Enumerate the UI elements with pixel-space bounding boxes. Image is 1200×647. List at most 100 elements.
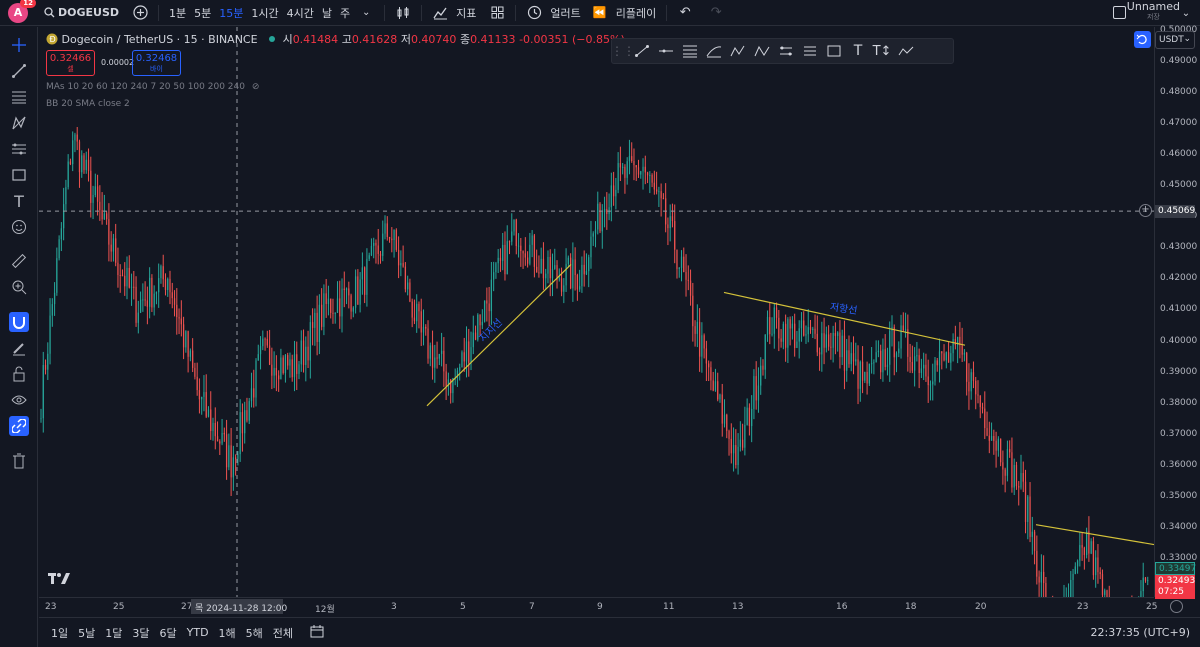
range-5d[interactable]: 5날	[78, 626, 96, 640]
candle-body	[117, 262, 119, 275]
goto-date-icon[interactable]	[310, 624, 324, 641]
candle-body	[336, 298, 339, 313]
interval-4h[interactable]: 4시간	[286, 6, 314, 20]
support-trendline	[426, 264, 572, 407]
candlestick-chart[interactable]	[39, 27, 1154, 597]
candle-body	[375, 242, 377, 246]
time-axis[interactable]: 23 25 27 12월 3 5 7 9 11 13 16 18 20 23 25	[39, 597, 1157, 616]
chevron-down-icon[interactable]: ⌄	[1181, 7, 1191, 19]
indicator-mas[interactable]: MAs 10 20 60 120 240 7 20 50 100 200 240…	[46, 82, 259, 92]
alert-clock-icon[interactable]	[525, 4, 543, 22]
magnet-icon[interactable]	[9, 312, 29, 332]
text-icon[interactable]: T	[14, 191, 24, 211]
layout-name[interactable]: Unnamed 저장	[1127, 1, 1180, 23]
price-tick: 0.41000	[1160, 304, 1198, 315]
auto-scale-icon[interactable]	[1134, 31, 1151, 48]
interval-5m[interactable]: 5분	[194, 6, 212, 20]
indicators-icon[interactable]	[431, 4, 449, 22]
interval-15m[interactable]: 15분	[219, 6, 244, 20]
eye-off-icon[interactable]: ⊘	[251, 82, 260, 92]
layout-checkbox-icon[interactable]	[1113, 6, 1126, 19]
price-axis[interactable]: 0.50000 0.49000 0.48000 0.47000 0.46000 0.450…	[1154, 25, 1200, 597]
candle-body	[588, 257, 590, 272]
candle-body	[755, 376, 757, 401]
time-tick: 3	[391, 602, 397, 612]
eye-icon[interactable]	[9, 390, 29, 410]
candle-body	[667, 224, 669, 229]
candle-body	[334, 312, 336, 314]
price-range-icon[interactable]	[798, 41, 822, 61]
compare-add-icon[interactable]	[131, 4, 149, 22]
buy-button[interactable]: 0.32468 바이	[132, 50, 181, 76]
currency-select[interactable]: USDT ⌄	[1155, 31, 1195, 49]
low-value: 0.40740	[410, 33, 457, 46]
zoom-icon[interactable]	[9, 277, 29, 297]
interval-1h[interactable]: 1시간	[251, 6, 279, 20]
parallel-channel-icon[interactable]	[678, 41, 702, 61]
range-3m[interactable]: 3달	[132, 626, 150, 640]
undo-icon[interactable]: ↶	[679, 5, 691, 20]
link-icon[interactable]	[9, 416, 29, 436]
redo-icon[interactable]: ↷	[710, 5, 722, 20]
horizontal-ray-icon[interactable]	[654, 41, 678, 61]
user-avatar[interactable]: A 12	[8, 0, 36, 23]
emoji-icon[interactable]	[9, 217, 29, 237]
crosshair-add-icon[interactable]: +	[1139, 204, 1152, 217]
candle-body	[723, 414, 726, 424]
trash-icon[interactable]	[9, 451, 29, 471]
chart-pane[interactable]	[39, 27, 1154, 597]
drag-handle-icon[interactable]: ⋮⋮	[611, 44, 635, 58]
interval-week[interactable]: 주	[340, 6, 351, 20]
xabcd-pattern-icon[interactable]	[726, 41, 750, 61]
trend-line-icon[interactable]	[9, 61, 29, 81]
drawing-mode-icon[interactable]	[9, 338, 29, 358]
rect-select-icon[interactable]	[822, 41, 846, 61]
clock-timezone[interactable]: 22:37:35 (UTC+9)	[1090, 626, 1190, 639]
date-range-icon[interactable]	[774, 41, 798, 61]
regression-icon[interactable]	[702, 41, 726, 61]
axis-settings-icon[interactable]	[1170, 600, 1183, 613]
text-anchor-icon[interactable]: T↕	[872, 43, 892, 59]
range-ytd[interactable]: YTD	[186, 626, 209, 639]
candle-body	[698, 321, 701, 357]
trend-line-tool-icon[interactable]	[630, 41, 654, 61]
time-tick: 25	[113, 602, 125, 612]
candle-body	[789, 319, 791, 329]
interval-day[interactable]: 날	[321, 6, 333, 20]
candle-body	[821, 333, 823, 355]
symbol-search[interactable]: DOGEUSD	[44, 6, 119, 19]
crosshair-icon[interactable]	[9, 35, 29, 55]
lock-icon[interactable]	[9, 364, 29, 384]
time-tick: 5	[460, 602, 466, 612]
candle-body	[859, 361, 861, 389]
forecast-icon[interactable]	[9, 139, 29, 159]
abcd-pattern-icon[interactable]	[750, 41, 774, 61]
range-all[interactable]: 전체	[272, 626, 294, 640]
replay-icon[interactable]: ⏪	[592, 6, 607, 19]
chevron-down-icon[interactable]: ⌄	[361, 7, 371, 18]
candle-style-icon[interactable]	[394, 4, 412, 22]
range-1y[interactable]: 1해	[218, 626, 236, 640]
candle-body	[110, 244, 112, 252]
indicators-button[interactable]: 지표	[456, 6, 477, 20]
range-6m[interactable]: 6달	[159, 626, 177, 640]
interval-1m[interactable]: 1분	[169, 6, 187, 20]
candle-body	[250, 388, 253, 402]
path-tool-icon[interactable]	[894, 41, 918, 61]
ruler-icon[interactable]	[9, 251, 29, 271]
candle-body	[807, 327, 809, 335]
indicator-bb[interactable]: BB 20 SMA close 2	[46, 99, 130, 109]
templates-grid-icon[interactable]	[488, 4, 506, 22]
fib-icon[interactable]	[9, 87, 29, 107]
candle-body	[65, 187, 67, 205]
range-1d[interactable]: 1일	[51, 626, 69, 640]
range-1m[interactable]: 1달	[105, 626, 123, 640]
alert-button[interactable]: 얼러트	[550, 6, 581, 20]
replay-button[interactable]: 리플레이	[615, 6, 657, 20]
text-tool-icon[interactable]: T	[853, 43, 863, 59]
sell-button[interactable]: 0.32466 셀	[46, 50, 95, 76]
rectangle-icon[interactable]	[9, 165, 29, 185]
svg-text:Ð: Ð	[50, 35, 56, 44]
pattern-icon[interactable]	[9, 113, 29, 133]
range-5y[interactable]: 5해	[245, 626, 263, 640]
